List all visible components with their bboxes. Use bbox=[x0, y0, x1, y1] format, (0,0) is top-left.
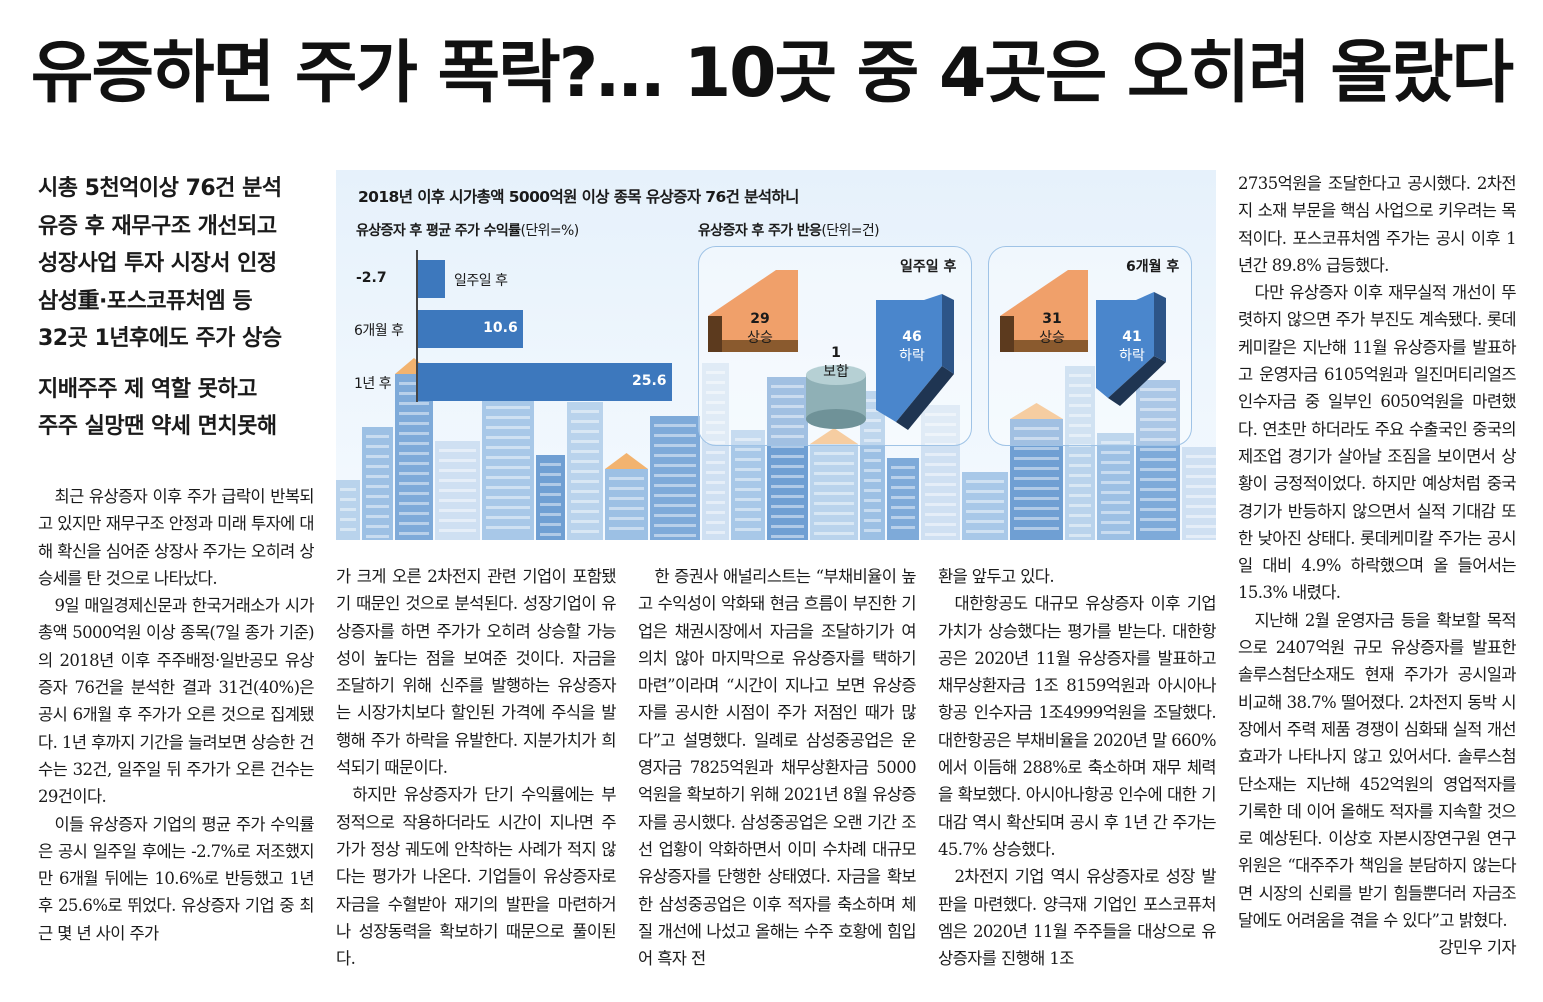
headline: 유증하면 주가 폭락?… 10곳 중 4곳은 오히려 올랐다 bbox=[30, 34, 1514, 113]
subhead-6: 지배주주 제 역할 못하고 bbox=[38, 376, 257, 402]
column-5: 2735억원을 조달한다고 공시했다. 2차전지 소재 부문을 핵심 사업으로 … bbox=[1238, 170, 1517, 962]
subheads: 시총 5천억이상 76건 분석 유증 후 재무구조 개선되고 성장사업 투자 시… bbox=[38, 170, 308, 446]
6m-down-label: 하락 bbox=[1119, 348, 1145, 364]
col3-paragraph: 한 증권사 애널리스트는 “부채비율이 높고 수익성이 악화돼 현금 흐름이 부… bbox=[638, 567, 917, 969]
subhead-2: 유증 후 재무구조 개선되고 bbox=[38, 213, 277, 239]
6m-up-label: 상승 bbox=[1039, 330, 1065, 346]
week-up-count: 29 bbox=[750, 311, 770, 327]
week-down-shape bbox=[876, 294, 942, 422]
col5-paragraph: 지난해 2월 운영자금 등을 확보할 목적으로 2407억원 규모 유상증자를 … bbox=[1238, 607, 1517, 958]
bar-axis bbox=[416, 250, 418, 402]
week-up-label: 상승 bbox=[747, 330, 773, 346]
returns-category-label: 일주일 후 bbox=[454, 273, 508, 289]
panel-week-label: 일주일 후 bbox=[900, 259, 957, 275]
6m-down-count: 41 bbox=[1122, 329, 1142, 345]
reaction-subtitle-text: 유상증자 후 주가 반응 bbox=[698, 223, 822, 239]
6m-up-count: 31 bbox=[1042, 311, 1062, 327]
returns-bar bbox=[418, 363, 672, 401]
col2-paragraph: 하지만 유상증자가 단기 수익률에는 부정적으로 작용하더라도 시간이 지나면 … bbox=[336, 785, 617, 969]
6m-down-shape bbox=[1096, 292, 1154, 398]
week-flat-label: 보합 bbox=[823, 364, 849, 380]
6m-up-shape bbox=[1000, 270, 1088, 352]
subhead-3: 성장사업 투자 시장서 인정 bbox=[38, 251, 277, 276]
column-4: 환을 앞두고 있다. 대한항공도 대규모 유상증자 이후 기업가치가 상승했다는… bbox=[938, 563, 1217, 972]
week-down-count: 46 bbox=[902, 329, 922, 345]
week-flat-text: 1 보합 bbox=[816, 344, 856, 382]
subhead-5: 32곳 1년후에도 주가 상승 bbox=[38, 326, 282, 351]
city-skyline-illustration bbox=[336, 358, 1216, 540]
subhead-4: 삼성重·포스코퓨처엠 등 bbox=[38, 288, 253, 314]
infographic: 2018년 이후 시가총액 5000억원 이상 종목 유상증자 76건 분석하니… bbox=[336, 170, 1216, 540]
week-flat-count: 1 bbox=[831, 345, 841, 361]
returns-category-label: 6개월 후 bbox=[354, 323, 404, 339]
week-up-text: 29 상승 bbox=[740, 310, 780, 348]
returns-value-label: 25.6 bbox=[632, 373, 667, 389]
returns-subtitle-text: 유상증자 후 평균 주가 수익률 bbox=[356, 223, 521, 239]
returns-value-label: -2.7 bbox=[356, 270, 387, 286]
returns-unit: (단위=%) bbox=[520, 223, 579, 239]
subhead-1: 시총 5천억이상 76건 분석 bbox=[38, 176, 282, 201]
reaction-subtitle: 유상증자 후 주가 반응(단위=건) bbox=[698, 220, 880, 240]
returns-bar bbox=[418, 310, 524, 348]
col1-paragraph: 이들 유상증자 기업의 평균 주가 수익률은 공시 일주일 후에는 -2.7%로… bbox=[38, 814, 315, 943]
returns-bar bbox=[418, 260, 445, 298]
week-down-label: 하락 bbox=[899, 348, 925, 364]
col5-paragraph: 다만 유상증자 이후 재무실적 개선이 뚜렷하지 않으면 주가 부진도 계속됐다… bbox=[1238, 283, 1517, 603]
col4-paragraph: 대한항공도 대규모 유상증자 이후 기업가치가 상승했다는 평가를 받는다. 대… bbox=[938, 594, 1217, 859]
column-3: 한 증권사 애널리스트는 “부채비율이 높고 수익성이 악화돼 현금 흐름이 부… bbox=[638, 563, 917, 972]
col5-paragraph: 2735억원을 조달한다고 공시했다. 2차전지 소재 부문을 핵심 사업으로 … bbox=[1238, 174, 1517, 275]
6m-down-text: 41 하락 bbox=[1112, 328, 1152, 366]
returns-value-label: 10.6 bbox=[483, 320, 518, 336]
col1-paragraph: 9일 매일경제신문과 한국거래소가 시가총액 5000억원 이상 종목(7일 종… bbox=[38, 596, 315, 807]
col4-paragraph: 2차전지 기업 역시 유상증자로 성장 발판을 마련했다. 양극재 기업인 포스… bbox=[938, 867, 1217, 969]
reaction-unit: (단위=건) bbox=[821, 223, 880, 239]
returns-subtitle: 유상증자 후 평균 주가 수익률(단위=%) bbox=[356, 220, 579, 240]
6m-up-text: 31 상승 bbox=[1032, 310, 1072, 348]
col5-last-text: 지난해 2월 운영자금 등을 확보할 목적으로 2407억원 규모 유상증자를 … bbox=[1238, 610, 1517, 931]
returns-category-label: 1년 후 bbox=[354, 376, 392, 392]
subhead-7: 주주 실망땐 약세 면치못해 bbox=[38, 414, 277, 439]
week-down-text: 46 하락 bbox=[892, 328, 932, 366]
column-2: 가 크게 오른 2차전지 관련 기업이 포함됐기 때문인 것으로 분석된다. 성… bbox=[336, 563, 617, 972]
panel-6m-label: 6개월 후 bbox=[1126, 259, 1180, 275]
column-1: 최근 유상증자 이후 주가 급락이 반복되고 있지만 재무구조 안정과 미래 투… bbox=[38, 483, 315, 947]
col2-paragraph: 가 크게 오른 2차전지 관련 기업이 포함됐기 때문인 것으로 분석된다. 성… bbox=[336, 567, 617, 778]
byline: 강민우 기자 bbox=[1438, 938, 1516, 958]
infographic-title: 2018년 이후 시가총액 5000억원 이상 종목 유상증자 76건 분석하니 bbox=[358, 188, 799, 206]
col1-paragraph: 최근 유상증자 이후 주가 급락이 반복되고 있지만 재무구조 안정과 미래 투… bbox=[38, 487, 315, 588]
reaction-shapes bbox=[708, 270, 1166, 430]
week-up-shape bbox=[708, 270, 798, 352]
col4-paragraph: 환을 앞두고 있다. bbox=[938, 567, 1055, 586]
